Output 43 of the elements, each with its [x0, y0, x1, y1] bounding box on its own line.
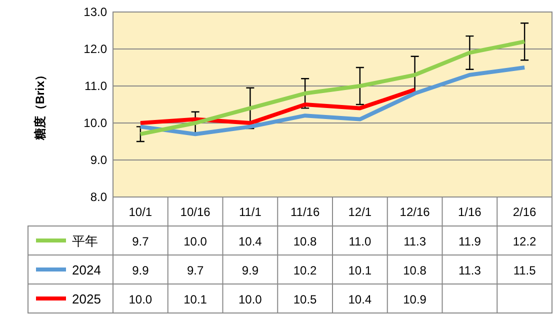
data-label: 9.9: [242, 264, 259, 278]
data-label: 10.8: [293, 234, 318, 248]
data-label: 10.9: [403, 292, 427, 306]
x-tick-label: 12/1: [348, 205, 372, 219]
data-label: 9.7: [132, 234, 150, 248]
data-label: 10.1: [348, 264, 372, 278]
data-label: 11.5: [513, 264, 536, 278]
data-label: 10.8: [403, 264, 427, 278]
legend-label: 平年: [72, 234, 98, 248]
x-tick-label: 11/1: [238, 205, 262, 219]
x-tick-label: 10/16: [180, 205, 211, 219]
y-tick-label: 10.0: [84, 116, 108, 130]
data-label: 10.4: [238, 234, 262, 248]
legend-label: 2024: [72, 262, 101, 278]
data-label: 10.4: [348, 292, 372, 306]
data-label: 11.9: [458, 234, 482, 248]
y-tick-label: 11.0: [84, 79, 108, 93]
y-axis-title: 糖度（Brix）: [33, 68, 47, 142]
data-label: 10.0: [128, 292, 152, 306]
legend-label: 2025: [72, 292, 101, 306]
x-tick-label: 12/16: [400, 205, 430, 219]
line-series: [138, 88, 417, 125]
line-series: [138, 40, 527, 136]
data-label: 11.3: [458, 264, 482, 278]
data-label: 11.3: [404, 234, 426, 248]
data-label: 11.0: [348, 234, 372, 248]
y-tick-label: 8.0: [90, 190, 108, 204]
data-label: 10.2: [293, 264, 318, 278]
x-tick-label: 1/16: [458, 205, 482, 219]
data-label: 9.7: [186, 264, 204, 278]
data-label: 12.2: [512, 234, 537, 248]
x-tick-label: 2/16: [512, 205, 537, 219]
y-tick-label: 13.0: [84, 5, 108, 19]
data-label: 10.1: [184, 292, 208, 306]
data-label: 10.0: [184, 234, 208, 248]
x-tick-label: 10/1: [128, 205, 152, 219]
y-tick-label: 9.0: [90, 153, 108, 167]
data-label: 9.9: [132, 264, 150, 278]
x-tick-label: 11/16: [290, 205, 320, 219]
y-tick-label: 12.0: [84, 42, 108, 56]
line-series: [138, 66, 527, 136]
data-label: 10.5: [293, 292, 318, 306]
data-label: 10.0: [238, 292, 262, 306]
